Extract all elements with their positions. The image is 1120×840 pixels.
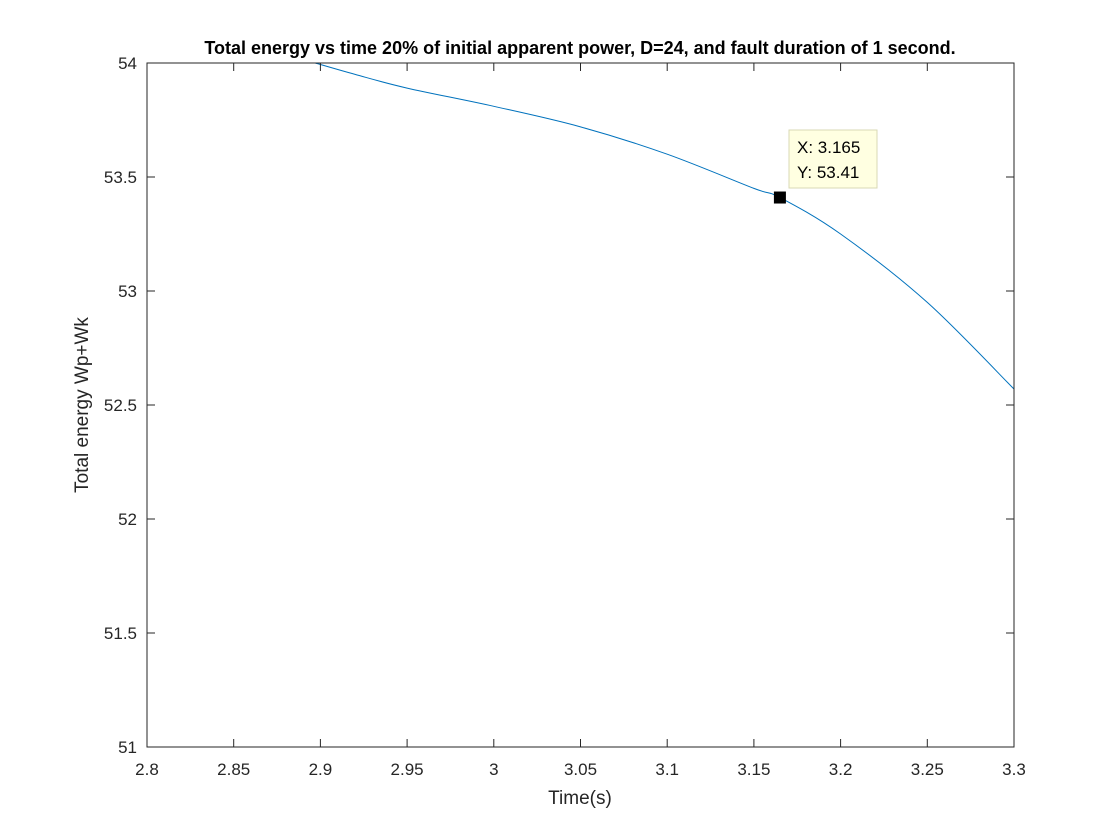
series-layer — [315, 62, 1015, 390]
datatip-box — [788, 129, 878, 189]
y-tick-label: 51 — [118, 738, 137, 757]
y-tick-label: 54 — [118, 54, 137, 73]
y-tick-label: 52.5 — [104, 396, 137, 415]
datatip-x-text: X: 3.165 — [797, 138, 860, 157]
chart-title: Total energy vs time 20% of initial appa… — [204, 38, 955, 58]
x-tick-label: 3.15 — [737, 760, 770, 779]
x-axis-label: Time(s) — [548, 788, 612, 809]
x-tick-label: 2.95 — [391, 760, 424, 779]
datatip-y-text: Y: 53.41 — [797, 163, 859, 182]
x-tick-label: 2.9 — [309, 760, 333, 779]
y-tick-label: 51.5 — [104, 624, 137, 643]
x-tick-label: 3.25 — [911, 760, 944, 779]
x-axis: 2.8 2.85 2.9 2.95 3 3.05 3.1 3.15 3.2 3.25 3.3 — [135, 63, 1026, 779]
x-tick-label: 3.1 — [655, 760, 679, 779]
x-tick-label: 2.8 — [135, 760, 159, 779]
x-tick-label: 3.3 — [1002, 760, 1026, 779]
x-tick-label: 3.05 — [564, 760, 597, 779]
datatip[interactable]: X: 3.165 Y: 53.41 — [773, 129, 878, 204]
series-line — [315, 62, 1015, 390]
y-axis-label: Total energy Wp+Wk — [72, 317, 93, 493]
y-tick-label: 53 — [118, 282, 137, 301]
x-tick-label: 2.85 — [217, 760, 250, 779]
y-axis: 51 51.5 52 52.5 53 53.5 54 — [104, 54, 1014, 757]
x-tick-label: 3.2 — [829, 760, 853, 779]
plot-area[interactable] — [147, 63, 1014, 747]
y-tick-label: 52 — [118, 510, 137, 529]
y-tick-label: 53.5 — [104, 168, 137, 187]
datatip-marker[interactable] — [773, 191, 786, 204]
x-tick-label: 3 — [489, 760, 498, 779]
